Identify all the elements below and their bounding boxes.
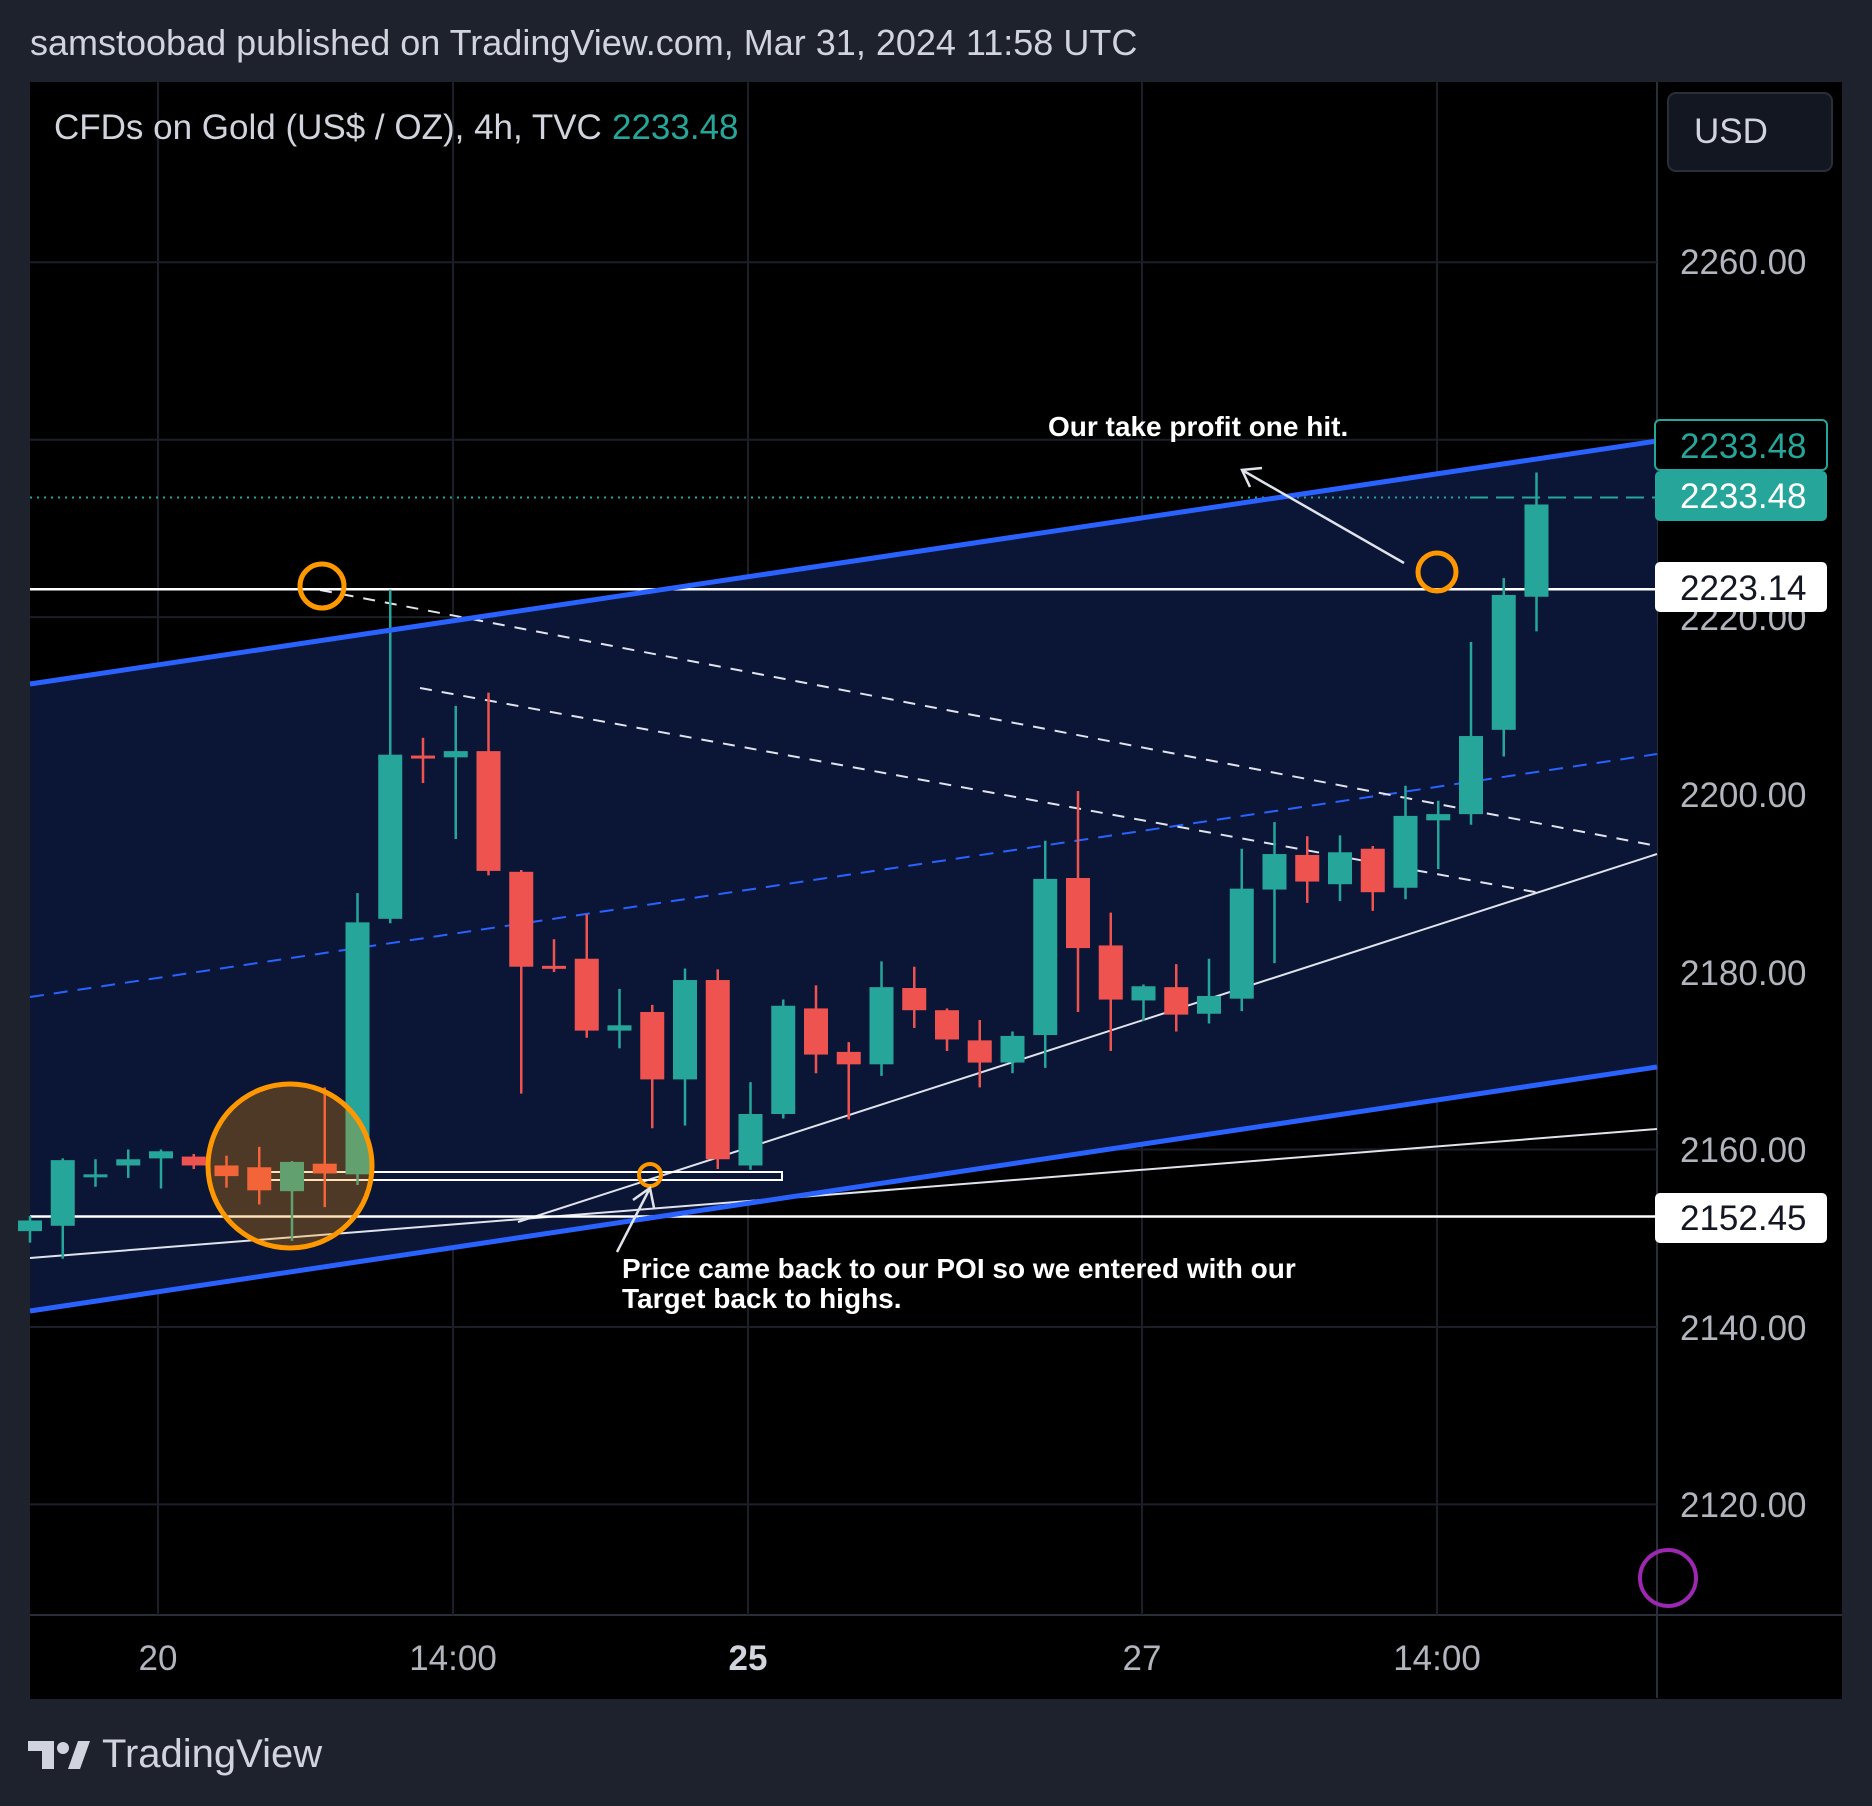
candle-body (542, 965, 566, 969)
low-line-price-label: 2152.45 (1655, 1193, 1827, 1243)
candles (18, 472, 1549, 1259)
take-profit-arrowhead (1240, 466, 1263, 488)
candle-body (1131, 986, 1156, 1001)
upper-channel-price-text: 2233.48 (1680, 427, 1807, 466)
candle-body (312, 1163, 337, 1174)
price-tick: 2260.00 (1680, 243, 1807, 282)
overlays (29, 438, 1658, 1314)
legend-symbol: CFDs on Gold (US$ / OZ), 4h, TVC (54, 108, 602, 147)
candle-body (181, 1156, 206, 1166)
currency-label: USD (1694, 112, 1768, 151)
candle-body (902, 988, 927, 1011)
candle-body (1098, 945, 1123, 1000)
candle-body (1000, 1035, 1025, 1063)
tradingview-logo-icon (28, 1740, 90, 1769)
candle-body (1033, 878, 1058, 1036)
candle-body (804, 1008, 828, 1055)
candle-body (836, 1051, 861, 1065)
candle-body (116, 1159, 141, 1166)
candle-body (574, 958, 599, 1031)
candle-body (1426, 814, 1451, 821)
candle-body (18, 1220, 42, 1232)
high-line-price-text: 2223.14 (1680, 569, 1807, 608)
high-line-price-label: 2223.14 (1655, 562, 1827, 612)
ascending-trendline-low (29, 1128, 1658, 1259)
tradingview-brand: TradingView (102, 1732, 323, 1776)
time-tick: 20 (139, 1639, 178, 1678)
time-tick: 14:00 (409, 1639, 497, 1678)
channel-lower-line (29, 1064, 1658, 1314)
price-tick: 2180.00 (1680, 954, 1807, 993)
poi-arrow (615, 1187, 652, 1253)
entry-circle (637, 1162, 663, 1188)
take-profit-arrow (1241, 468, 1405, 565)
time-axis: 20 14:00 25 27 14:00 (139, 1639, 1481, 1678)
candle-body (1262, 854, 1287, 890)
legend-last-price: 2233.48 (612, 108, 739, 147)
candle-body (673, 980, 697, 1080)
candle-body (705, 980, 730, 1160)
price-tick: 2200.00 (1680, 776, 1807, 815)
candle-body (50, 1160, 75, 1226)
candle-body (1524, 504, 1549, 597)
price-axis-pane[interactable] (1657, 82, 1842, 1615)
time-tick: 27 (1123, 1639, 1162, 1678)
take-profit-annotation: Our take profit one hit. (1048, 411, 1348, 442)
candle-body (247, 1167, 272, 1191)
candle-body (607, 1025, 632, 1031)
candle-body (214, 1165, 239, 1177)
candle-body (509, 871, 534, 967)
candle-body (1360, 848, 1385, 893)
take-profit-circle (1415, 550, 1459, 594)
candle-body (83, 1174, 108, 1178)
low-line-price-text: 2152.45 (1680, 1199, 1807, 1238)
price-tick: 2160.00 (1680, 1131, 1807, 1170)
candle-body (1393, 815, 1418, 888)
candle-body (411, 755, 435, 759)
tradingview-logo[interactable]: TradingView (28, 1732, 322, 1777)
candle-body (1164, 987, 1189, 1015)
price-tick: 2120.00 (1680, 1486, 1807, 1525)
candle-body (443, 751, 468, 758)
poi-annotation-line-1: Price came back to our POI so we entered… (622, 1253, 1296, 1284)
ascending-trendline (517, 853, 1658, 1223)
dashed-trendline-1 (319, 589, 1658, 847)
poi-highlight-circle (205, 1081, 375, 1251)
candle-body (869, 987, 894, 1065)
candle-body (771, 1005, 796, 1115)
candle-body (967, 1040, 992, 1063)
candle-body (640, 1011, 665, 1080)
time-tick: 25 (729, 1639, 768, 1678)
candle-body (1295, 854, 1320, 882)
candle-body (149, 1151, 173, 1159)
price-tick: 2140.00 (1680, 1309, 1807, 1348)
currency-button[interactable]: USD (1667, 92, 1833, 172)
candle-body (1197, 996, 1221, 1014)
candle-body (280, 1161, 304, 1192)
channel-upper-line (29, 438, 1658, 687)
candle-body (378, 754, 403, 919)
dashed-trendline-2 (419, 687, 1541, 894)
swing-high-circle (297, 561, 347, 611)
candle-body (1491, 594, 1516, 730)
time-axis-pane[interactable] (30, 1615, 1842, 1699)
candle-body (476, 751, 501, 871)
candle-body (1328, 852, 1352, 885)
last-price-text: 2233.48 (1680, 477, 1807, 516)
candle-body (1229, 888, 1254, 999)
last-price-label: 2233.48 (1655, 471, 1827, 521)
upper-channel-price-label: 2233.48 (1654, 419, 1828, 471)
candle-body (935, 1010, 959, 1040)
poi-arrowhead (632, 1185, 656, 1209)
candle-body (1459, 736, 1483, 815)
time-tick: 14:00 (1393, 1639, 1481, 1678)
candle-body (738, 1114, 763, 1166)
poi-annotation-line-2: Target back to highs. (622, 1283, 902, 1314)
publisher-line: samstoobad published on TradingView.com,… (30, 22, 1138, 63)
price-axis: 2260.00 2220.00 2200.00 2180.00 2160.00 … (1680, 243, 1807, 1525)
candle-body (1066, 878, 1090, 949)
alert-badge-icon[interactable] (1638, 1548, 1698, 1608)
